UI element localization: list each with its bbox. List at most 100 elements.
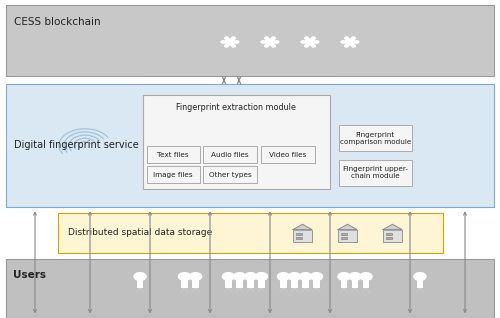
Polygon shape: [184, 288, 190, 295]
Polygon shape: [350, 288, 355, 295]
Bar: [58, 213, 442, 253]
Bar: [225, 280, 232, 288]
Polygon shape: [223, 288, 228, 295]
Circle shape: [256, 273, 268, 280]
Polygon shape: [256, 288, 262, 295]
Circle shape: [264, 45, 268, 47]
Circle shape: [265, 39, 275, 45]
Circle shape: [304, 37, 308, 39]
Bar: [6, 84, 494, 207]
Bar: [362, 280, 370, 288]
Bar: [313, 280, 320, 288]
Polygon shape: [383, 225, 402, 230]
Bar: [416, 280, 424, 288]
Bar: [341, 237, 346, 239]
Polygon shape: [278, 288, 283, 295]
Bar: [147, 166, 200, 183]
Bar: [341, 233, 346, 235]
Bar: [203, 146, 257, 163]
Bar: [280, 280, 287, 288]
Bar: [6, 5, 494, 76]
Polygon shape: [294, 288, 300, 295]
Text: © CESS: © CESS: [246, 266, 274, 275]
Text: © CESS: © CESS: [246, 34, 274, 43]
Polygon shape: [284, 288, 289, 295]
Circle shape: [304, 45, 308, 47]
Bar: [203, 166, 257, 183]
Circle shape: [222, 273, 234, 280]
Circle shape: [272, 45, 276, 47]
Text: Other types: Other types: [208, 172, 252, 177]
Bar: [296, 237, 302, 239]
Polygon shape: [355, 288, 360, 295]
Bar: [147, 146, 200, 163]
Circle shape: [264, 37, 268, 39]
Circle shape: [345, 39, 355, 45]
Bar: [291, 280, 298, 288]
Circle shape: [355, 41, 359, 43]
Circle shape: [272, 37, 276, 39]
Polygon shape: [338, 288, 344, 295]
Polygon shape: [228, 288, 234, 295]
Polygon shape: [190, 288, 196, 295]
Text: © CESS: © CESS: [396, 266, 424, 275]
Circle shape: [261, 41, 265, 43]
Bar: [142, 95, 330, 189]
Bar: [339, 160, 411, 186]
Polygon shape: [240, 288, 245, 295]
Polygon shape: [293, 225, 312, 230]
Bar: [339, 125, 411, 151]
Polygon shape: [316, 288, 322, 295]
Polygon shape: [245, 288, 250, 295]
Bar: [247, 280, 254, 288]
Polygon shape: [262, 288, 267, 295]
Bar: [192, 280, 199, 288]
Circle shape: [134, 273, 146, 280]
Bar: [258, 280, 265, 288]
Circle shape: [278, 273, 289, 280]
Text: CESS blockchain: CESS blockchain: [14, 17, 100, 27]
Circle shape: [338, 273, 350, 280]
Circle shape: [300, 273, 312, 280]
Text: © CESS: © CESS: [76, 148, 104, 157]
Polygon shape: [414, 288, 420, 295]
Text: © CESS: © CESS: [396, 34, 424, 43]
Circle shape: [315, 41, 319, 43]
Circle shape: [224, 45, 228, 47]
Text: Fingerprint extraction module: Fingerprint extraction module: [176, 103, 296, 112]
Polygon shape: [338, 225, 357, 230]
Text: Image files: Image files: [154, 172, 193, 177]
Text: Text files: Text files: [158, 152, 189, 157]
Bar: [260, 146, 314, 163]
Circle shape: [235, 41, 239, 43]
Bar: [386, 233, 392, 235]
Polygon shape: [196, 288, 201, 295]
Circle shape: [360, 273, 372, 280]
Circle shape: [178, 273, 190, 280]
Polygon shape: [366, 288, 372, 295]
Text: © CESS: © CESS: [76, 34, 104, 43]
Bar: [302, 280, 309, 288]
Text: Users: Users: [14, 270, 46, 280]
Circle shape: [232, 37, 235, 39]
Circle shape: [288, 273, 300, 280]
Circle shape: [232, 45, 235, 47]
Circle shape: [341, 41, 345, 43]
Circle shape: [352, 45, 356, 47]
Polygon shape: [306, 288, 311, 295]
Circle shape: [225, 39, 235, 45]
Text: © CESS: © CESS: [246, 148, 274, 157]
Bar: [338, 230, 357, 242]
Circle shape: [312, 45, 316, 47]
Polygon shape: [311, 288, 316, 295]
Circle shape: [414, 273, 426, 280]
Polygon shape: [344, 288, 350, 295]
Circle shape: [190, 273, 202, 280]
Polygon shape: [300, 288, 306, 295]
Bar: [386, 237, 392, 239]
Bar: [296, 233, 302, 235]
Bar: [236, 280, 243, 288]
Bar: [340, 280, 347, 288]
Bar: [6, 259, 494, 318]
Polygon shape: [140, 288, 145, 295]
